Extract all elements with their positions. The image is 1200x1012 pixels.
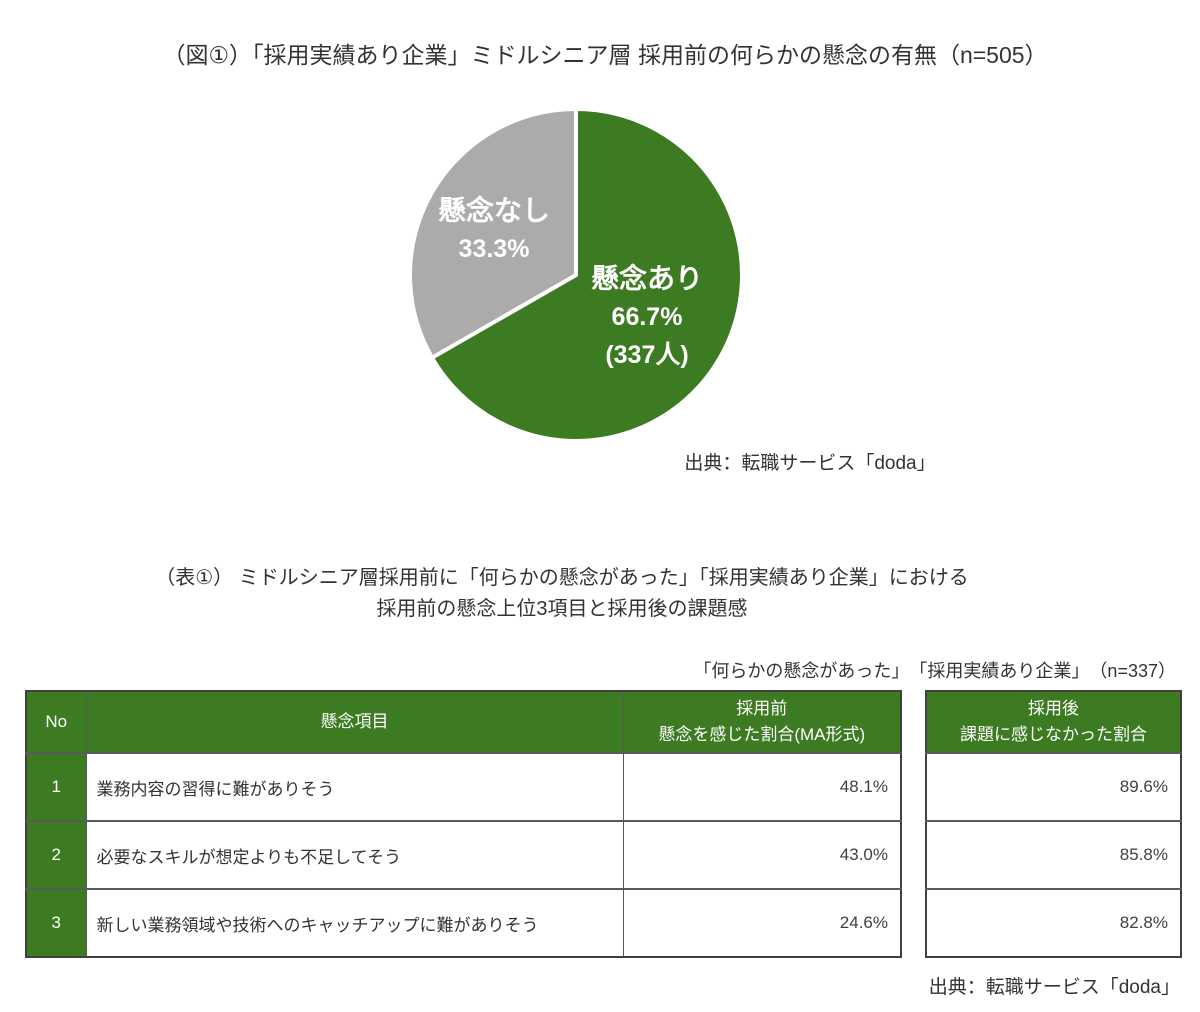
post-hire-value: 89.6% bbox=[925, 752, 1182, 822]
col-header-post-hire-line2: 課題に感じなかった割合 bbox=[960, 725, 1147, 744]
pre-hire-value: 48.1% bbox=[622, 752, 902, 822]
table-row: 2 必要なスキルが想定よりも不足してそう 43.0% bbox=[25, 820, 902, 890]
pie-label-concern: 懸念あり 66.7% (337人) bbox=[556, 259, 738, 374]
post-hire-value: 82.8% bbox=[925, 888, 1182, 958]
table-title: （表①） ミドルシニア層採用前に「何らかの懸念があった」「採用実績あり企業」にお… bbox=[0, 563, 1124, 625]
tables-area: No 懸念項目 採用前 懸念を感じた割合(MA形式) 1 業務内容の習得に難があ… bbox=[25, 690, 1182, 958]
concern-item: 必要なスキルが想定よりも不足してそう bbox=[85, 820, 624, 890]
table-row: 3 新しい業務領域や技術へのキャッチアップに難がありそう 24.6% bbox=[25, 888, 902, 958]
col-header-pre-hire-line2: 懸念を感じた割合(MA形式) bbox=[658, 725, 866, 744]
row-number: 3 bbox=[25, 888, 87, 958]
pie-slice-count: (337人) bbox=[605, 341, 689, 369]
row-number: 2 bbox=[25, 820, 87, 890]
pre-hire-value: 24.6% bbox=[622, 888, 902, 958]
pie-slice-label: 懸念あり bbox=[590, 263, 703, 294]
table-caption: 「何らかの懸念があった」 「採用実績あり企業」 （n=337） bbox=[693, 661, 1176, 681]
table-row: 82.8% bbox=[925, 888, 1182, 958]
concern-item: 新しい業務領域や技術へのキャッチアップに難がありそう bbox=[85, 888, 624, 958]
figure-title: （図①）「採用実績あり企業」ミドルシニア層 採用前の何らかの懸念の有無（n=50… bbox=[162, 42, 1048, 68]
header-row: 採用後 課題に感じなかった割合 bbox=[925, 690, 1182, 754]
col-header-pre-hire: 採用前 懸念を感じた割合(MA形式) bbox=[622, 690, 902, 754]
table-row: 1 業務内容の習得に難がありそう 48.1% bbox=[25, 752, 902, 822]
concern-table: No 懸念項目 採用前 懸念を感じた割合(MA形式) 1 業務内容の習得に難があ… bbox=[25, 690, 902, 958]
pie-chart: 懸念なし 33.3% 懸念あり 66.7% (337人) bbox=[406, 105, 746, 445]
col-header-no: No bbox=[25, 690, 87, 754]
pie-label-no-concern: 懸念なし 33.3% bbox=[406, 191, 582, 268]
col-header-pre-hire-line1: 採用前 bbox=[736, 699, 788, 718]
pie-source-label: 出典：転職サービス「doda」 bbox=[684, 453, 936, 474]
col-header-post-hire-line1: 採用後 bbox=[1028, 699, 1079, 718]
concern-item: 業務内容の習得に難がありそう bbox=[85, 752, 624, 822]
table-row: 85.8% bbox=[925, 820, 1182, 890]
col-header-item: 懸念項目 bbox=[85, 690, 624, 754]
pie-slice-value: 33.3% bbox=[458, 235, 530, 263]
table-source-label: 出典：転職サービス「doda」 bbox=[928, 977, 1180, 998]
pie-slice-1 bbox=[408, 107, 578, 360]
table-title-line2: 採用前の懸念上位3項目と採用後の課題感 bbox=[376, 598, 748, 620]
row-number: 1 bbox=[25, 752, 87, 822]
pie-slice-0 bbox=[430, 107, 744, 443]
pie-slice-value: 66.7% bbox=[611, 303, 683, 331]
pie-slice-label: 懸念なし bbox=[437, 195, 550, 226]
header-row: No 懸念項目 採用前 懸念を感じた割合(MA形式) bbox=[25, 690, 902, 754]
pre-hire-value: 43.0% bbox=[622, 820, 902, 890]
col-header-post-hire: 採用後 課題に感じなかった割合 bbox=[925, 690, 1182, 754]
post-hire-table: 採用後 課題に感じなかった割合 89.6% 85.8% 82.8% bbox=[925, 690, 1182, 958]
table-title-line1: （表①） ミドルシニア層採用前に「何らかの懸念があった」「採用実績あり企業」にお… bbox=[155, 567, 969, 589]
post-hire-value: 85.8% bbox=[925, 820, 1182, 890]
pie-svg bbox=[408, 107, 744, 443]
table-row: 89.6% bbox=[925, 752, 1182, 822]
